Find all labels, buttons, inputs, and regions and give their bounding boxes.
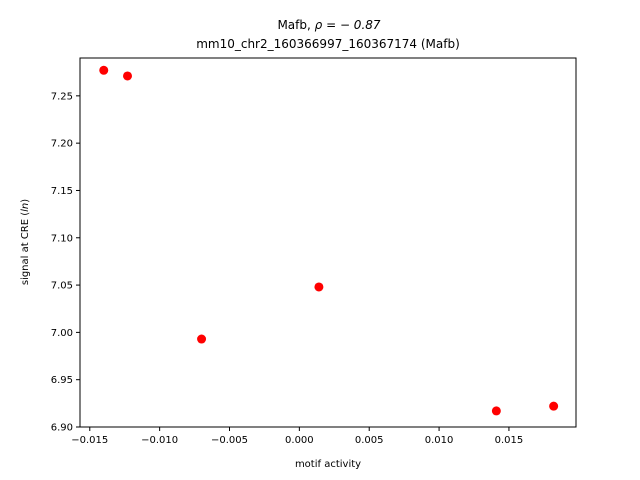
chart-subtitle: mm10_chr2_160366997_160367174 (Mafb) bbox=[196, 37, 460, 51]
y-axis-label-italic: ln bbox=[20, 203, 31, 212]
data-point-6 bbox=[549, 401, 559, 411]
x-tick-label: 0.015 bbox=[495, 435, 524, 446]
data-point-1 bbox=[99, 65, 109, 75]
plot-frame bbox=[79, 57, 577, 428]
y-tick-label: 7.05 bbox=[51, 281, 73, 292]
data-point-4 bbox=[314, 282, 324, 292]
y-tick-label: 7.00 bbox=[51, 328, 73, 339]
x-axis-ticks: −0.015 −0.010 −0.005 0.000 0.005 0.010 0.015 bbox=[71, 427, 523, 446]
x-tick-label: −0.010 bbox=[141, 435, 178, 446]
title-rho: ρ = − 0.87 bbox=[315, 18, 381, 32]
x-tick-label: 0.005 bbox=[355, 435, 384, 446]
y-axis-label: signal at CRE (ln) bbox=[20, 199, 31, 285]
plot-area bbox=[79, 57, 577, 428]
y-axis-label-prefix: signal at CRE ( bbox=[20, 212, 31, 285]
title-gene: Mafb, bbox=[277, 18, 314, 32]
y-tick-label: 6.95 bbox=[51, 375, 73, 386]
y-tick-label: 6.90 bbox=[51, 423, 73, 434]
x-tick-label: 0.000 bbox=[285, 435, 314, 446]
data-points bbox=[99, 65, 559, 416]
chart-title: Mafb, ρ = − 0.87 bbox=[277, 18, 380, 32]
y-axis-ticks: 6.90 6.95 7.00 7.05 7.10 7.15 7.20 7.25 bbox=[51, 91, 80, 434]
x-axis-label: motif activity bbox=[295, 459, 361, 470]
x-tick-label: −0.015 bbox=[71, 435, 108, 446]
y-tick-label: 7.15 bbox=[51, 186, 73, 197]
y-tick-label: 7.25 bbox=[51, 91, 73, 102]
data-point-5 bbox=[491, 406, 501, 416]
x-tick-label: −0.005 bbox=[211, 435, 248, 446]
y-tick-label: 7.10 bbox=[51, 233, 73, 244]
data-point-3 bbox=[197, 334, 207, 344]
y-tick-label: 7.20 bbox=[51, 139, 73, 150]
data-point-2 bbox=[123, 71, 133, 81]
x-tick-label: 0.010 bbox=[425, 435, 454, 446]
y-axis-label-suffix: ) bbox=[20, 199, 31, 203]
